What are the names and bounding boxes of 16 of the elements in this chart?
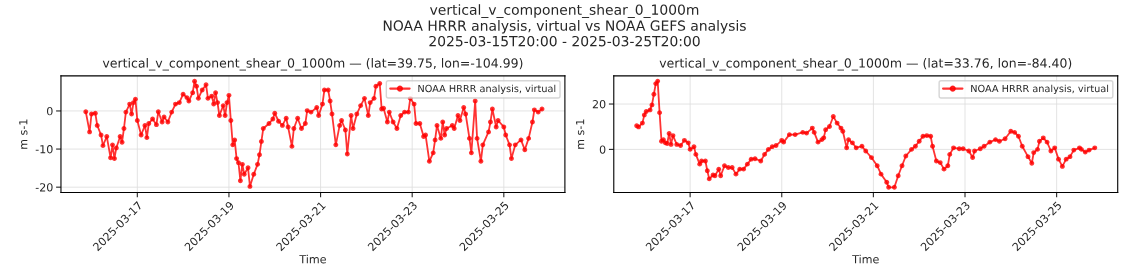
x-axis-title: Time <box>299 254 326 264</box>
text: vertical_v_component_shear_0_1000m <box>430 4 699 19</box>
y-tick-label: 20 <box>592 100 606 109</box>
text: NOAA HRRR analysis, virtual vs NOAA GEFS analysis <box>383 20 746 34</box>
y-tick-label: -10 <box>35 145 53 154</box>
legend-label: NOAA HRRR analysis, virtual <box>418 84 556 95</box>
legend-label: NOAA HRRR analysis, virtual <box>971 84 1109 95</box>
y-tick-label: 0 <box>599 145 606 154</box>
y-axis-title: m s-1 <box>576 119 585 149</box>
y-tick-label: -20 <box>35 183 53 192</box>
y-tick-label: 0 <box>46 106 53 116</box>
text: 2025-03-15T20:00 - 2025-03-25T20:00 <box>429 35 700 47</box>
x-axis-title: Time <box>852 254 879 264</box>
y-axis-title: m s-1 <box>19 119 28 149</box>
chart-title: vertical_v_component_shear_0_1000m — (lat=39.75, lon=-104.99) <box>102 58 523 71</box>
chart-title: vertical_v_component_shear_0_1000m — (lat=33.76, lon=-84.40) <box>659 58 1072 71</box>
